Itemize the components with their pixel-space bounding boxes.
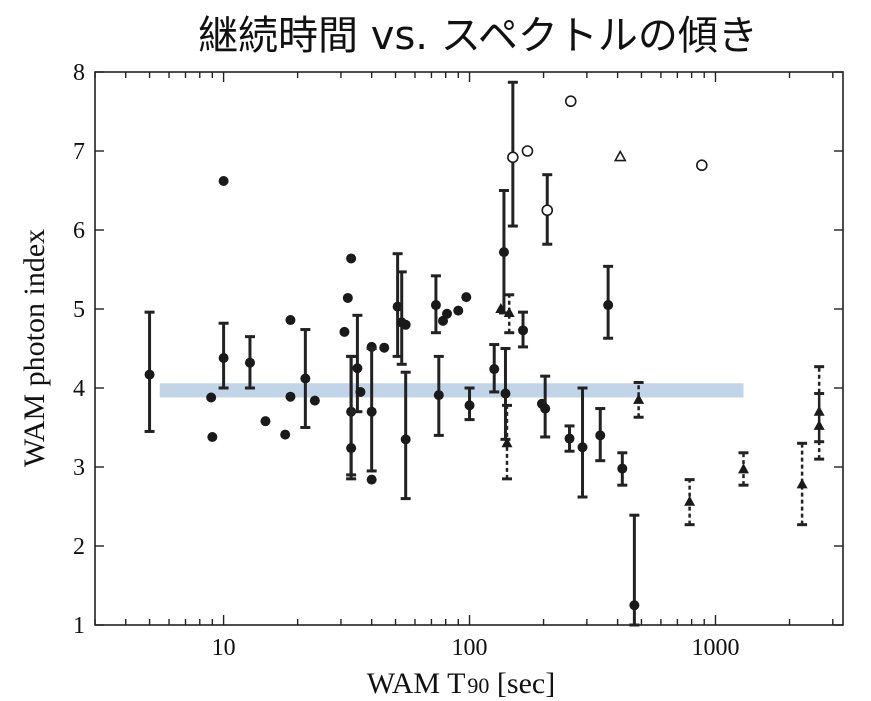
y-tick-label: 7: [73, 139, 85, 165]
data-point: [813, 405, 825, 416]
data-point: [355, 386, 366, 397]
series-open-triangle: [613, 149, 627, 162]
data-point: [218, 352, 229, 363]
data-point: [521, 145, 534, 157]
chart-title: 継続時間 vs. スペクトルの傾き: [198, 13, 758, 59]
data-point: [366, 406, 377, 417]
data-point: [430, 300, 441, 311]
data-point: [501, 437, 513, 448]
data-point: [617, 463, 628, 474]
y-tick-label: 2: [73, 534, 85, 560]
data-point: [540, 403, 551, 414]
data-point: [206, 392, 217, 403]
data-point: [285, 391, 296, 402]
data-point: [696, 159, 708, 172]
data-point: [633, 393, 645, 404]
data-point: [461, 292, 472, 303]
data-point: [813, 419, 825, 430]
data-point: [309, 395, 320, 406]
data-point: [346, 253, 357, 264]
data-point: [442, 308, 453, 319]
y-tick-label: 5: [73, 297, 85, 323]
data-point: [684, 495, 696, 506]
data-point: [564, 95, 577, 108]
data-point: [280, 429, 291, 440]
data-point: [737, 463, 749, 474]
data-point: [613, 149, 627, 162]
data-point: [498, 247, 509, 258]
data-point: [400, 434, 411, 445]
data-point: [218, 176, 229, 187]
data-point: [464, 400, 475, 411]
data-point: [495, 303, 507, 313]
data-point: [366, 474, 377, 485]
series-filled-triangle: [495, 293, 825, 527]
data-point: [500, 388, 511, 399]
data-point: [342, 292, 353, 303]
y-tick-label: 4: [73, 376, 85, 402]
y-tick-label: 6: [73, 218, 85, 244]
data-point: [244, 357, 255, 368]
y-tick-label: 3: [73, 455, 85, 481]
data-point: [433, 390, 444, 401]
data-point: [564, 433, 575, 444]
data-point: [346, 443, 357, 454]
y-tick-label: 8: [73, 60, 85, 86]
series-filled-circle: [144, 176, 640, 627]
data-point: [352, 363, 363, 374]
plot-frame: [94, 71, 844, 626]
x-tick-label: 100: [452, 635, 488, 661]
data-point: [603, 300, 614, 311]
mean-band: [159, 383, 744, 398]
data-point: [300, 373, 311, 384]
data-point: [379, 342, 390, 353]
x-tick-label: 1000: [691, 635, 739, 661]
data-point: [207, 431, 218, 442]
data-point: [577, 442, 588, 453]
series-open-circle: [507, 80, 708, 246]
x-tick-label: 10: [212, 635, 236, 661]
y-tick-label: 1: [73, 613, 85, 639]
data-point: [260, 416, 271, 427]
y-axis-label: WAM photon index: [18, 229, 51, 467]
data-point: [595, 430, 606, 441]
data-point: [507, 151, 519, 164]
data-point: [339, 326, 350, 337]
data-point: [541, 204, 554, 217]
data-point: [453, 305, 464, 316]
data-point: [285, 315, 296, 326]
data-point: [144, 369, 155, 380]
data-point: [629, 600, 640, 611]
data-point: [796, 478, 808, 489]
data-point: [489, 364, 500, 375]
data-point: [392, 301, 403, 312]
data-point: [518, 325, 529, 336]
data-point: [400, 319, 411, 330]
x-axis-label: WAM T90 [sec]: [367, 667, 555, 700]
data-point: [503, 306, 515, 317]
